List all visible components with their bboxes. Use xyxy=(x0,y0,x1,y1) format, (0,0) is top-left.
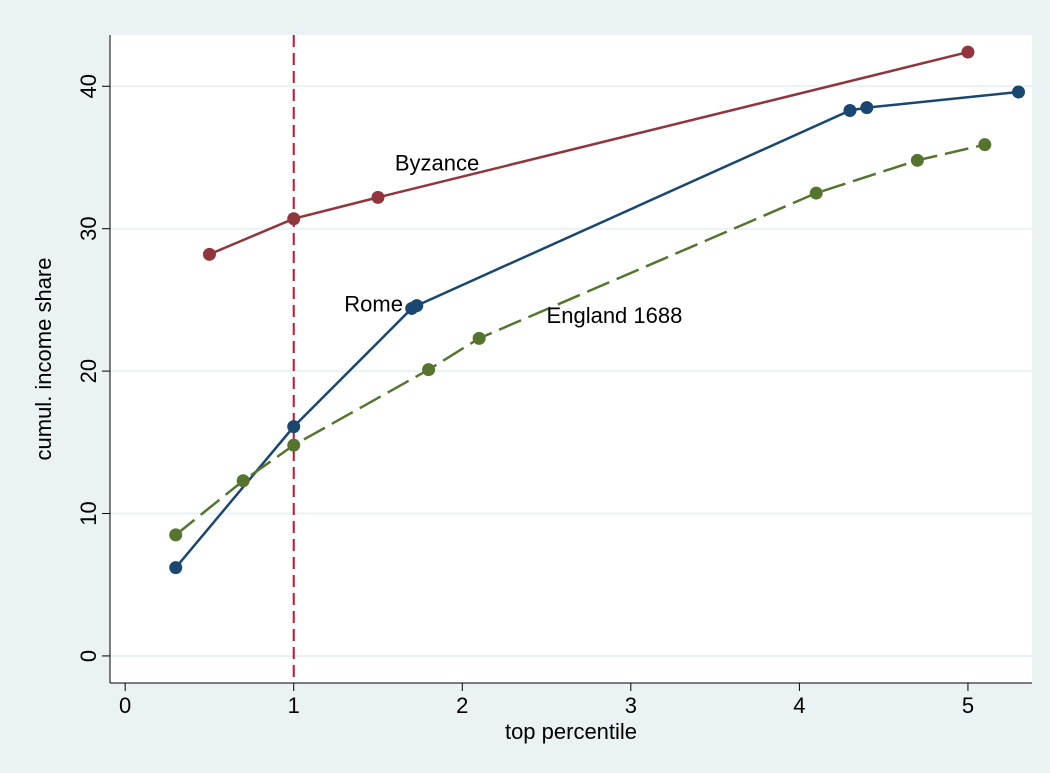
x-tick-label: 0 xyxy=(119,693,131,718)
x-tick-label: 2 xyxy=(456,693,468,718)
y-tick-label: 10 xyxy=(76,501,101,525)
point xyxy=(472,331,486,345)
point xyxy=(169,528,183,542)
plot-area xyxy=(110,35,1032,683)
point xyxy=(236,474,250,488)
point xyxy=(169,561,183,575)
series-line xyxy=(174,143,986,536)
point xyxy=(410,299,424,313)
point xyxy=(961,45,975,59)
y-axis-title: cumul. income share xyxy=(31,258,56,461)
point xyxy=(422,363,436,377)
x-axis-title: top percentile xyxy=(505,719,637,744)
point xyxy=(287,438,301,452)
y-tick-label: 0 xyxy=(76,650,101,662)
x-tick-label: 3 xyxy=(625,693,637,718)
point xyxy=(843,103,857,117)
x-tick-label: 4 xyxy=(793,693,805,718)
series-label: Rome xyxy=(344,291,403,316)
point xyxy=(1012,85,1026,99)
point xyxy=(860,101,874,115)
y-tick-label: 40 xyxy=(76,74,101,98)
y-tick-label: 30 xyxy=(76,216,101,240)
x-tick-label: 5 xyxy=(962,693,974,718)
x-tick-label: 1 xyxy=(288,693,300,718)
series-label: Byzance xyxy=(395,150,479,175)
series-line xyxy=(208,50,969,256)
series-label: England 1688 xyxy=(547,303,683,328)
point xyxy=(202,247,216,261)
y-tick-label: 20 xyxy=(76,359,101,383)
point xyxy=(910,153,924,167)
point xyxy=(809,186,823,200)
point xyxy=(287,212,301,226)
point xyxy=(978,138,992,152)
point xyxy=(287,420,301,434)
point xyxy=(371,190,385,204)
